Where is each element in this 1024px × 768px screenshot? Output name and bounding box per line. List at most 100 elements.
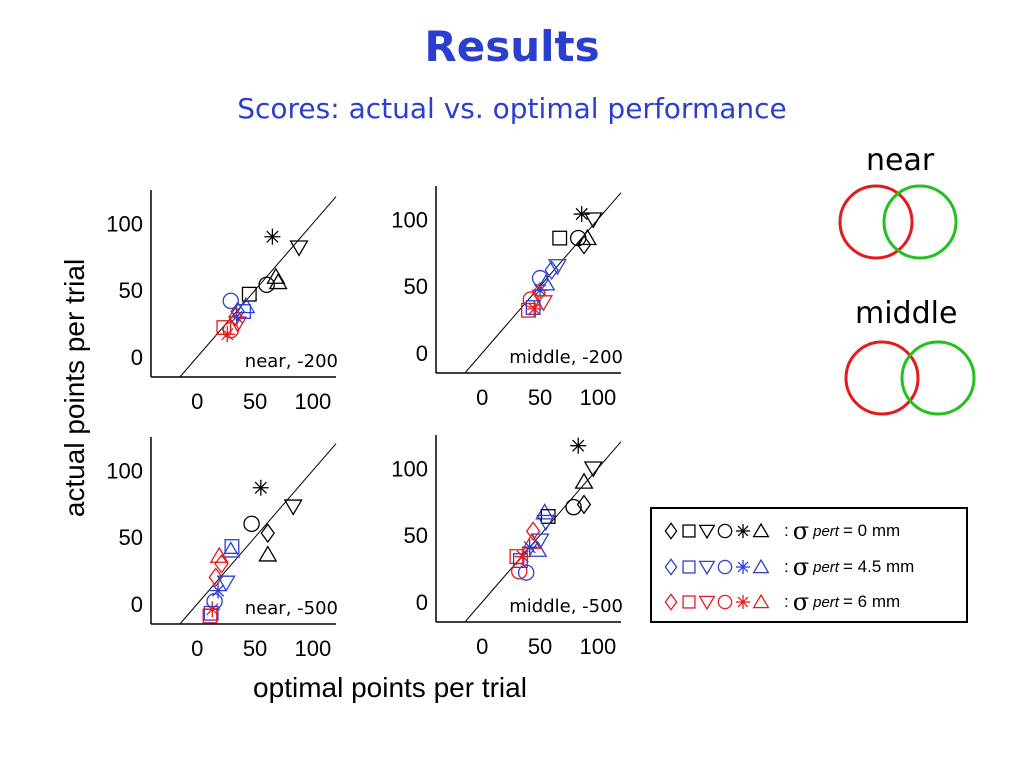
page-title: Results bbox=[424, 22, 600, 71]
data-point-tri_up bbox=[535, 503, 555, 520]
legend-subscript: pert bbox=[813, 593, 839, 611]
data-point-star bbox=[219, 326, 236, 343]
legend-marker-tri_down bbox=[698, 560, 716, 576]
marker-circle-shape bbox=[510, 562, 528, 580]
marker-circle-shape bbox=[717, 594, 733, 610]
marker-diamond-shape bbox=[576, 494, 592, 515]
marker-diamond-shape bbox=[576, 234, 592, 255]
y-tick-label: 100 bbox=[106, 458, 143, 483]
marker-square-shape bbox=[682, 560, 696, 574]
marker-diamond-shape bbox=[260, 523, 275, 544]
y-tick-label: 100 bbox=[106, 211, 143, 236]
data-point-tri_down bbox=[583, 212, 603, 229]
x-tick-label: 50 bbox=[243, 636, 267, 661]
y-tick-label: 50 bbox=[404, 523, 428, 548]
y-tick-label: 50 bbox=[119, 278, 143, 303]
data-point-star bbox=[570, 437, 587, 454]
marker-circle-shape bbox=[717, 559, 733, 575]
marker-diamond-shape bbox=[664, 522, 678, 540]
y-tick-label: 0 bbox=[131, 592, 143, 617]
x-tick-label: 100 bbox=[295, 636, 332, 661]
marker-star-stroke bbox=[528, 302, 541, 316]
y-tick-label: 0 bbox=[416, 341, 428, 366]
legend-marker-tri_up bbox=[752, 558, 770, 574]
marker-triangle-up-shape bbox=[752, 593, 770, 609]
legend-marker-diamond bbox=[664, 593, 678, 611]
data-point-tri_down bbox=[216, 575, 236, 592]
legend-marker-square bbox=[682, 595, 696, 609]
marker-triangle-down-shape bbox=[283, 499, 303, 516]
legend-value: = 0 mm bbox=[842, 521, 901, 540]
marker-square-shape bbox=[682, 595, 696, 609]
y-tick-label: 50 bbox=[119, 525, 143, 550]
scatter-panel-1: 0 50 100 0 50 100 near, -200 bbox=[106, 190, 338, 414]
panel-label: near, -500 bbox=[245, 598, 338, 619]
marker-square-shape bbox=[682, 524, 696, 538]
marker-square-shape bbox=[540, 509, 556, 524]
data-point-diamond bbox=[228, 306, 243, 327]
venn-near-right-circle bbox=[882, 184, 958, 260]
marker-square-shape bbox=[203, 605, 219, 621]
data-point-square bbox=[203, 605, 219, 621]
marker-diamond-shape bbox=[664, 558, 678, 576]
marker-triangle-down-shape bbox=[536, 514, 556, 532]
marker-star-stroke bbox=[737, 596, 749, 608]
sigma-symbol: σ bbox=[792, 588, 810, 616]
data-point-tri_up bbox=[266, 267, 286, 284]
venn-near-left-circle bbox=[838, 184, 914, 260]
legend-subscript: pert bbox=[813, 522, 839, 540]
y-tick-label: 0 bbox=[416, 590, 428, 615]
marker-triangle-up-shape bbox=[266, 267, 286, 284]
x-tick-label: 0 bbox=[476, 634, 488, 659]
marker-diamond-shape bbox=[228, 306, 243, 327]
y-tick-label: 50 bbox=[404, 274, 428, 299]
legend-marker-circle bbox=[717, 594, 733, 610]
marker-triangle-up-shape bbox=[535, 503, 555, 520]
data-point-square bbox=[552, 230, 568, 246]
legend-marker-tri_up bbox=[752, 593, 770, 609]
venn-label-near: near bbox=[866, 143, 935, 178]
data-point-star bbox=[264, 228, 281, 245]
x-tick-label: 50 bbox=[528, 634, 552, 659]
marker-square-shape bbox=[241, 286, 257, 302]
data-point-circle bbox=[243, 515, 260, 533]
legend-value: = 6 mm bbox=[842, 592, 901, 611]
venn-middle-right-circle bbox=[900, 340, 976, 416]
legend-marker-square bbox=[682, 560, 696, 574]
data-point-circle bbox=[258, 276, 275, 294]
identity-line bbox=[464, 441, 622, 623]
marker-triangle-down-shape bbox=[216, 575, 236, 592]
data-point-square bbox=[525, 300, 541, 316]
marker-square-shape bbox=[525, 300, 541, 316]
marker-star-stroke bbox=[211, 584, 225, 597]
marker-circle-shape bbox=[565, 498, 582, 516]
data-point-star bbox=[573, 206, 590, 223]
y-axis-title: actual points per trial bbox=[59, 259, 90, 517]
x-tick-label: 50 bbox=[243, 389, 267, 414]
legend-marker-square bbox=[682, 524, 696, 538]
marker-triangle-down-shape bbox=[289, 240, 309, 257]
legend-markers-black bbox=[664, 522, 770, 540]
page-subtitle: Scores: actual vs. optimal performance bbox=[237, 92, 787, 125]
marker-triangle-up-shape bbox=[522, 532, 542, 549]
marker-square-shape bbox=[224, 539, 240, 554]
legend-separator: : bbox=[784, 592, 789, 611]
data-point-tri_up bbox=[574, 472, 594, 489]
marker-triangle-down-shape bbox=[228, 316, 248, 333]
marker-diamond-shape bbox=[664, 593, 678, 611]
legend-subscript: pert bbox=[813, 558, 839, 576]
legend-row-0mm: : σ pert = 0 mm bbox=[662, 517, 901, 545]
x-tick-label: 100 bbox=[580, 385, 617, 410]
marker-circle-shape bbox=[243, 515, 260, 533]
data-point-circle bbox=[522, 291, 540, 308]
marker-triangle-down-shape bbox=[698, 595, 716, 611]
identity-line bbox=[464, 192, 622, 374]
marker-triangle-up-shape bbox=[574, 472, 594, 489]
sigma-symbol: σ bbox=[792, 553, 810, 581]
marker-triangle-down-shape bbox=[698, 524, 716, 540]
x-tick-label: 50 bbox=[528, 385, 552, 410]
marker-star-stroke bbox=[254, 481, 267, 494]
identity-line bbox=[179, 443, 337, 625]
legend-marker-diamond bbox=[664, 558, 678, 576]
sigma-symbol: σ bbox=[792, 517, 810, 545]
